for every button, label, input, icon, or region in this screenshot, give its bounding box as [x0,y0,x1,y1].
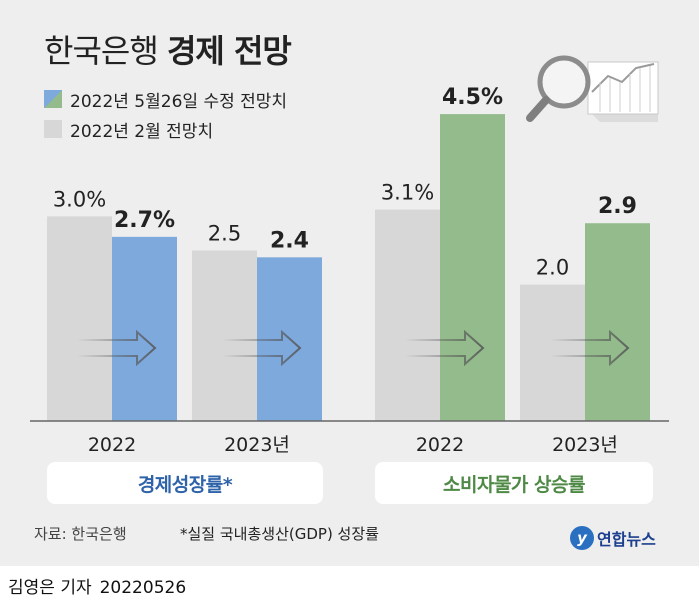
yonhap-logo-icon: y [570,526,594,550]
legend-swatch-revised [44,90,62,108]
data-label-gdp-2022-revised: 2.7% [114,208,175,233]
bar-cpi-2022-original [375,209,440,421]
credit-author: 김영은 기자 [8,578,92,598]
brand-name: 연합뉴스 [597,530,656,549]
right-arrow-icon [550,329,630,367]
magnifier-chart-icon [526,55,659,122]
group-label-gdp-text: 경제성장률* [137,473,233,496]
data-label-gdp-2023년-original: 2.5 [208,222,241,246]
right-arrow-icon [405,329,485,367]
chart-canvas: 3.0% 2.7% 2.5 2.4 3.1% 4.5% 2.0 2.9 2022 2023년 20… [30,55,669,456]
gdp-footnote: *실질 국내총생산(GDP) 성장률 [180,525,379,543]
title-bold: 경제 전망 [166,32,292,70]
source-note: 자료: 한국은행 [34,525,127,543]
bar-cpi-2022-revised [440,114,505,421]
brand-logo: y 연합뉴스 [570,524,656,552]
right-arrow-icon [222,329,302,367]
data-label-cpi-2022-original: 3.1% [381,181,434,205]
right-arrow-icon [77,329,157,367]
legend-item-original: 2022년 2월 전망치 [44,118,214,142]
bar-cpi-2023년-revised [585,223,650,421]
bar-cpi-2023년-original [520,284,585,421]
data-label-gdp-2022-original: 3.0% [53,187,106,211]
credit-line: 김영은 기자 20220526 [8,573,186,598]
x-tick-cpi-2023년: 2023년 [552,434,618,456]
legend-item-revised: 2022년 5월26일 수정 전망치 [44,88,288,112]
x-tick-cpi-2022: 2022 [416,434,464,456]
title-light: 한국은행 [44,32,159,70]
bar-gdp-2022-original [47,216,112,421]
chart-title: 한국은행 경제 전망 [44,26,292,72]
data-label-cpi-2023년-original: 2.0 [536,256,569,280]
x-tick-gdp-2023년: 2023년 [224,434,290,456]
bar-gdp-2022-revised [112,236,177,421]
data-label-gdp-2023년-revised: 2.4 [270,228,309,253]
group-label-gdp: 경제성장률* [47,462,323,504]
x-tick-gdp-2022: 2022 [88,434,136,456]
group-label-cpi-text: 소비자물가 상승률 [443,473,585,496]
data-label-cpi-2023년-revised: 2.9 [598,194,637,219]
data-label-cpi-2022-revised: 4.5% [442,85,503,110]
legend-label-revised: 2022년 5월26일 수정 전망치 [70,91,288,112]
group-label-cpi: 소비자물가 상승률 [375,462,653,504]
legend-label-original: 2022년 2월 전망치 [70,121,214,142]
bar-gdp-2023년-original [192,250,257,421]
credit-date: 20220526 [99,578,187,598]
legend-swatch-original [44,120,62,138]
